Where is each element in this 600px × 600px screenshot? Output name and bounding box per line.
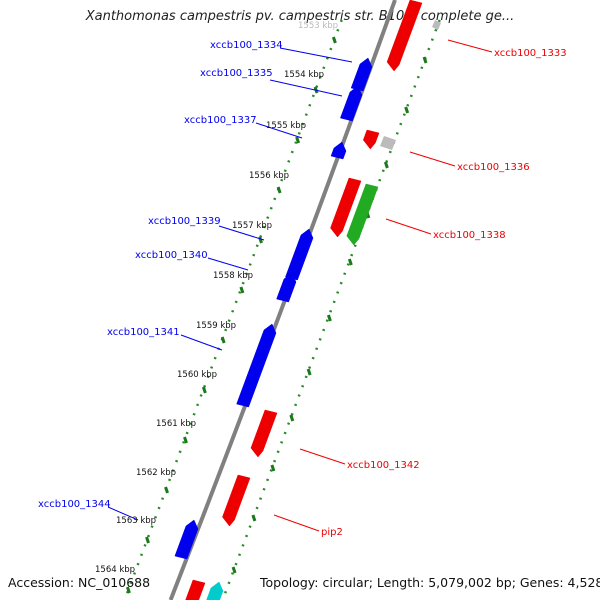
right-gene-label: xccb100_1336: [457, 162, 530, 173]
left-dash-mark: [331, 36, 337, 44]
left-dash-mark: [145, 536, 150, 544]
gene-xccb100_1333: [386, 0, 423, 72]
left-leader-line: [218, 225, 265, 241]
kbp-tick-label: 1559 kbp: [196, 321, 236, 331]
left-gene-label: xccb100_1335: [200, 68, 273, 79]
gene-xccb100_1337: [330, 141, 347, 160]
kbp-tick-label: 1557 kbp: [232, 221, 272, 231]
left-leader-line: [107, 506, 139, 521]
right-leader-line: [273, 514, 320, 532]
right-gene-label: pip2: [321, 527, 343, 538]
right-dash-mark: [289, 414, 295, 422]
left-dash-mark: [295, 136, 301, 144]
left-leader-line: [207, 257, 249, 271]
right-dash-mark: [270, 464, 276, 472]
right-gene-label: xccb100_1333: [494, 48, 567, 59]
tick-track-left: [123, 19, 343, 600]
right-dash-mark: [347, 258, 353, 266]
right-dash-mark: [231, 566, 237, 574]
left-dash-mark: [201, 386, 207, 394]
gene-xccb100_1338: [330, 177, 362, 238]
kbp-tick-label: 1555 kbp: [266, 121, 306, 131]
kbp-tick-label: 1560 kbp: [177, 370, 217, 380]
left-dash-mark: [183, 436, 188, 444]
left-dash-mark: [239, 286, 245, 294]
left-gene-label: xccb100_1341: [107, 327, 180, 338]
right-gene-label: xccb100_1342: [347, 460, 420, 471]
right-leader-line: [299, 448, 346, 465]
gene-xccb100_1340: [276, 272, 297, 303]
right-dash-mark: [422, 56, 428, 64]
right-dash-mark: [251, 514, 257, 522]
left-leader-line: [255, 122, 303, 139]
left-leader-line: [269, 79, 343, 97]
labels-layer: xccb100_1334xccb100_1335xccb100_1337xccb…: [38, 39, 567, 538]
left-leader-line: [180, 334, 223, 351]
gene-xccb100_1335: [340, 85, 363, 122]
gene-xccb100_1344: [174, 519, 199, 560]
left-leader-line: [279, 47, 353, 63]
gene-xccb100_1334: [350, 57, 373, 92]
gene-xccb100_1336: [363, 129, 380, 150]
right-leader-line: [385, 218, 432, 235]
kbp-tick-label: 1556 kbp: [249, 171, 289, 181]
left-dash-mark: [126, 586, 131, 594]
right-gene-label: xccb100_1338: [433, 230, 506, 241]
left-dash-mark: [276, 186, 282, 194]
left-gene-label: xccb100_1339: [148, 216, 221, 227]
gene-xccb100_1342: [250, 409, 278, 458]
gene-pseudo-top: [432, 20, 441, 30]
gene-pseudo-grey: [380, 136, 396, 150]
left-gene-label: xccb100_1340: [135, 250, 208, 261]
gene-teal: [206, 581, 224, 600]
genome-summary: Topology: circular; Length: 5,079,002 bp…: [260, 575, 600, 590]
gene-bottom-red: [185, 579, 206, 600]
tick-track-right: [221, 19, 441, 600]
ticks-layer: 1553 kbp 1554 kbp 1555 kbp 1556 kbp 1557 kbp…: [95, 21, 338, 575]
right-dash-mark: [326, 314, 332, 322]
kbp-tick-label: 1554 kbp: [284, 70, 324, 80]
right-leader-line: [447, 39, 493, 53]
right-dash-mark: [383, 161, 389, 169]
left-gene-label: xccb100_1337: [184, 115, 257, 126]
kbp-tick-label: 1558 kbp: [213, 271, 253, 281]
right-dash-mark: [404, 106, 410, 114]
kbp-tick-label: 1562 kbp: [136, 468, 176, 478]
gene-pip2: [222, 474, 251, 527]
left-dash-mark: [258, 236, 263, 244]
right-dash-mark: [306, 368, 312, 376]
right-leader-line: [409, 151, 456, 167]
kbp-tick-label: 1564 kbp: [95, 565, 135, 575]
left-dash-mark: [220, 336, 226, 344]
left-gene-label: xccb100_1344: [38, 499, 111, 510]
gene-xccb100_1339: [285, 228, 314, 281]
left-dash-mark: [164, 486, 169, 494]
kbp-tick-label: 1561 kbp: [156, 419, 196, 429]
left-gene-label: xccb100_1334: [210, 40, 283, 51]
gene-rna-green: [346, 183, 379, 246]
genes-layer: [174, 0, 441, 600]
kbp-tick-label: 1563 kbp: [116, 516, 156, 526]
accession-label: Accession: NC_010688: [8, 575, 151, 590]
gene-xccb100_1341: [236, 323, 277, 408]
kbp-tick-label: 1553 kbp: [298, 21, 338, 31]
